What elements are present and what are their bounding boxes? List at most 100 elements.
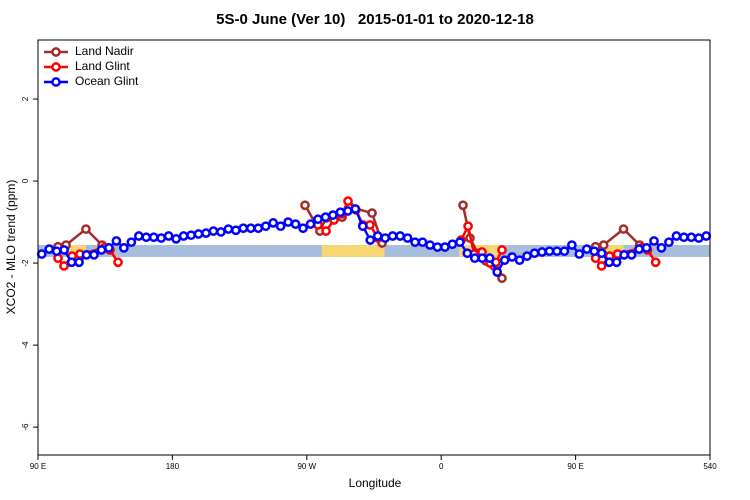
data-point — [671, 231, 682, 241]
data-point — [201, 228, 211, 238]
data-point — [611, 257, 622, 268]
data-point — [245, 223, 256, 234]
data-point — [74, 257, 84, 268]
y-tick-label: 2 — [21, 96, 30, 101]
data-point — [313, 214, 323, 225]
data-point — [260, 221, 271, 232]
plot-frame — [37, 39, 711, 456]
legend-marker — [51, 47, 61, 57]
data-point — [89, 250, 99, 260]
data-point — [141, 232, 152, 243]
data-point — [238, 223, 249, 234]
chart-title: 5S-0 June (Ver 10) 2015-01-01 to 2020-12… — [216, 11, 534, 28]
highlight-span — [321, 245, 385, 257]
data-point — [163, 231, 174, 241]
data-point — [477, 253, 488, 264]
data-point — [559, 246, 570, 257]
data-point — [679, 232, 689, 243]
data-point — [343, 196, 353, 207]
data-point — [693, 233, 704, 243]
data-point — [148, 232, 159, 243]
data-point — [357, 221, 368, 232]
y-axis-label: XCO2 - MLO trend (ppm) — [4, 180, 18, 315]
data-point — [253, 223, 264, 234]
data-point — [96, 245, 107, 255]
data-point — [395, 231, 405, 241]
x-axis-label: Longitude — [349, 476, 402, 490]
y-tick-label: 0 — [21, 178, 30, 183]
legend-marker — [51, 62, 61, 72]
data-point — [119, 243, 129, 253]
data-point — [458, 200, 468, 211]
data-point — [298, 223, 308, 234]
data-point — [81, 224, 91, 234]
highlight-span — [66, 245, 86, 257]
data-point — [133, 231, 144, 241]
data-point — [596, 248, 607, 259]
data-point — [193, 229, 204, 239]
data-point — [335, 207, 346, 218]
data-point — [328, 210, 338, 220]
data-point — [268, 218, 279, 228]
x-tick-label: 0 — [439, 462, 444, 471]
data-point — [492, 267, 503, 277]
data-point — [537, 247, 547, 257]
legend-label: Land Glint — [75, 59, 130, 73]
data-point — [59, 261, 69, 271]
data-point — [343, 206, 353, 216]
data-point — [223, 224, 234, 234]
data-point — [529, 248, 540, 259]
data-point — [604, 257, 615, 268]
data-point — [425, 240, 435, 250]
data-point — [497, 245, 507, 255]
data-point — [447, 239, 458, 250]
data-point — [686, 232, 697, 243]
x-tick-label: 540 — [703, 462, 717, 471]
data-point — [664, 237, 674, 248]
data-point — [626, 250, 637, 260]
data-point — [417, 237, 428, 248]
data-point — [522, 251, 532, 261]
data-point — [552, 246, 562, 257]
data-point — [544, 246, 555, 257]
data-point — [216, 227, 226, 237]
data-point — [81, 250, 92, 260]
data-point — [66, 257, 77, 268]
data-point — [402, 233, 413, 243]
data-point — [44, 244, 55, 254]
y-tick-label: -4 — [21, 341, 30, 349]
data-point — [589, 246, 600, 257]
data-point — [171, 234, 181, 244]
data-point — [410, 237, 420, 248]
data-point — [300, 200, 310, 211]
data-point — [574, 249, 585, 259]
data-point — [208, 226, 219, 236]
highlight-span — [603, 245, 624, 257]
data-point — [440, 242, 450, 252]
data-point — [283, 217, 293, 227]
data-point — [462, 248, 473, 259]
data-point — [156, 233, 167, 243]
data-point — [321, 226, 331, 236]
data-point — [387, 231, 398, 241]
data-point — [178, 231, 189, 241]
y-tick-label: -2 — [21, 259, 30, 267]
data-point — [231, 225, 241, 236]
data-point — [320, 212, 331, 223]
x-tick-label: 90 E — [30, 462, 46, 471]
legend-marker — [51, 77, 61, 87]
data-point — [59, 245, 69, 255]
data-point — [111, 236, 122, 246]
data-point — [618, 224, 629, 234]
data-point — [186, 230, 196, 241]
data-point — [51, 246, 62, 257]
data-point — [634, 244, 644, 254]
x-tick-label: 90 W — [297, 462, 316, 471]
data-point — [350, 204, 361, 214]
legend-label: Ocean Glint — [75, 74, 139, 88]
data-point — [290, 219, 301, 229]
data-point — [367, 208, 377, 218]
data-point — [701, 231, 712, 241]
data-point — [484, 253, 495, 264]
